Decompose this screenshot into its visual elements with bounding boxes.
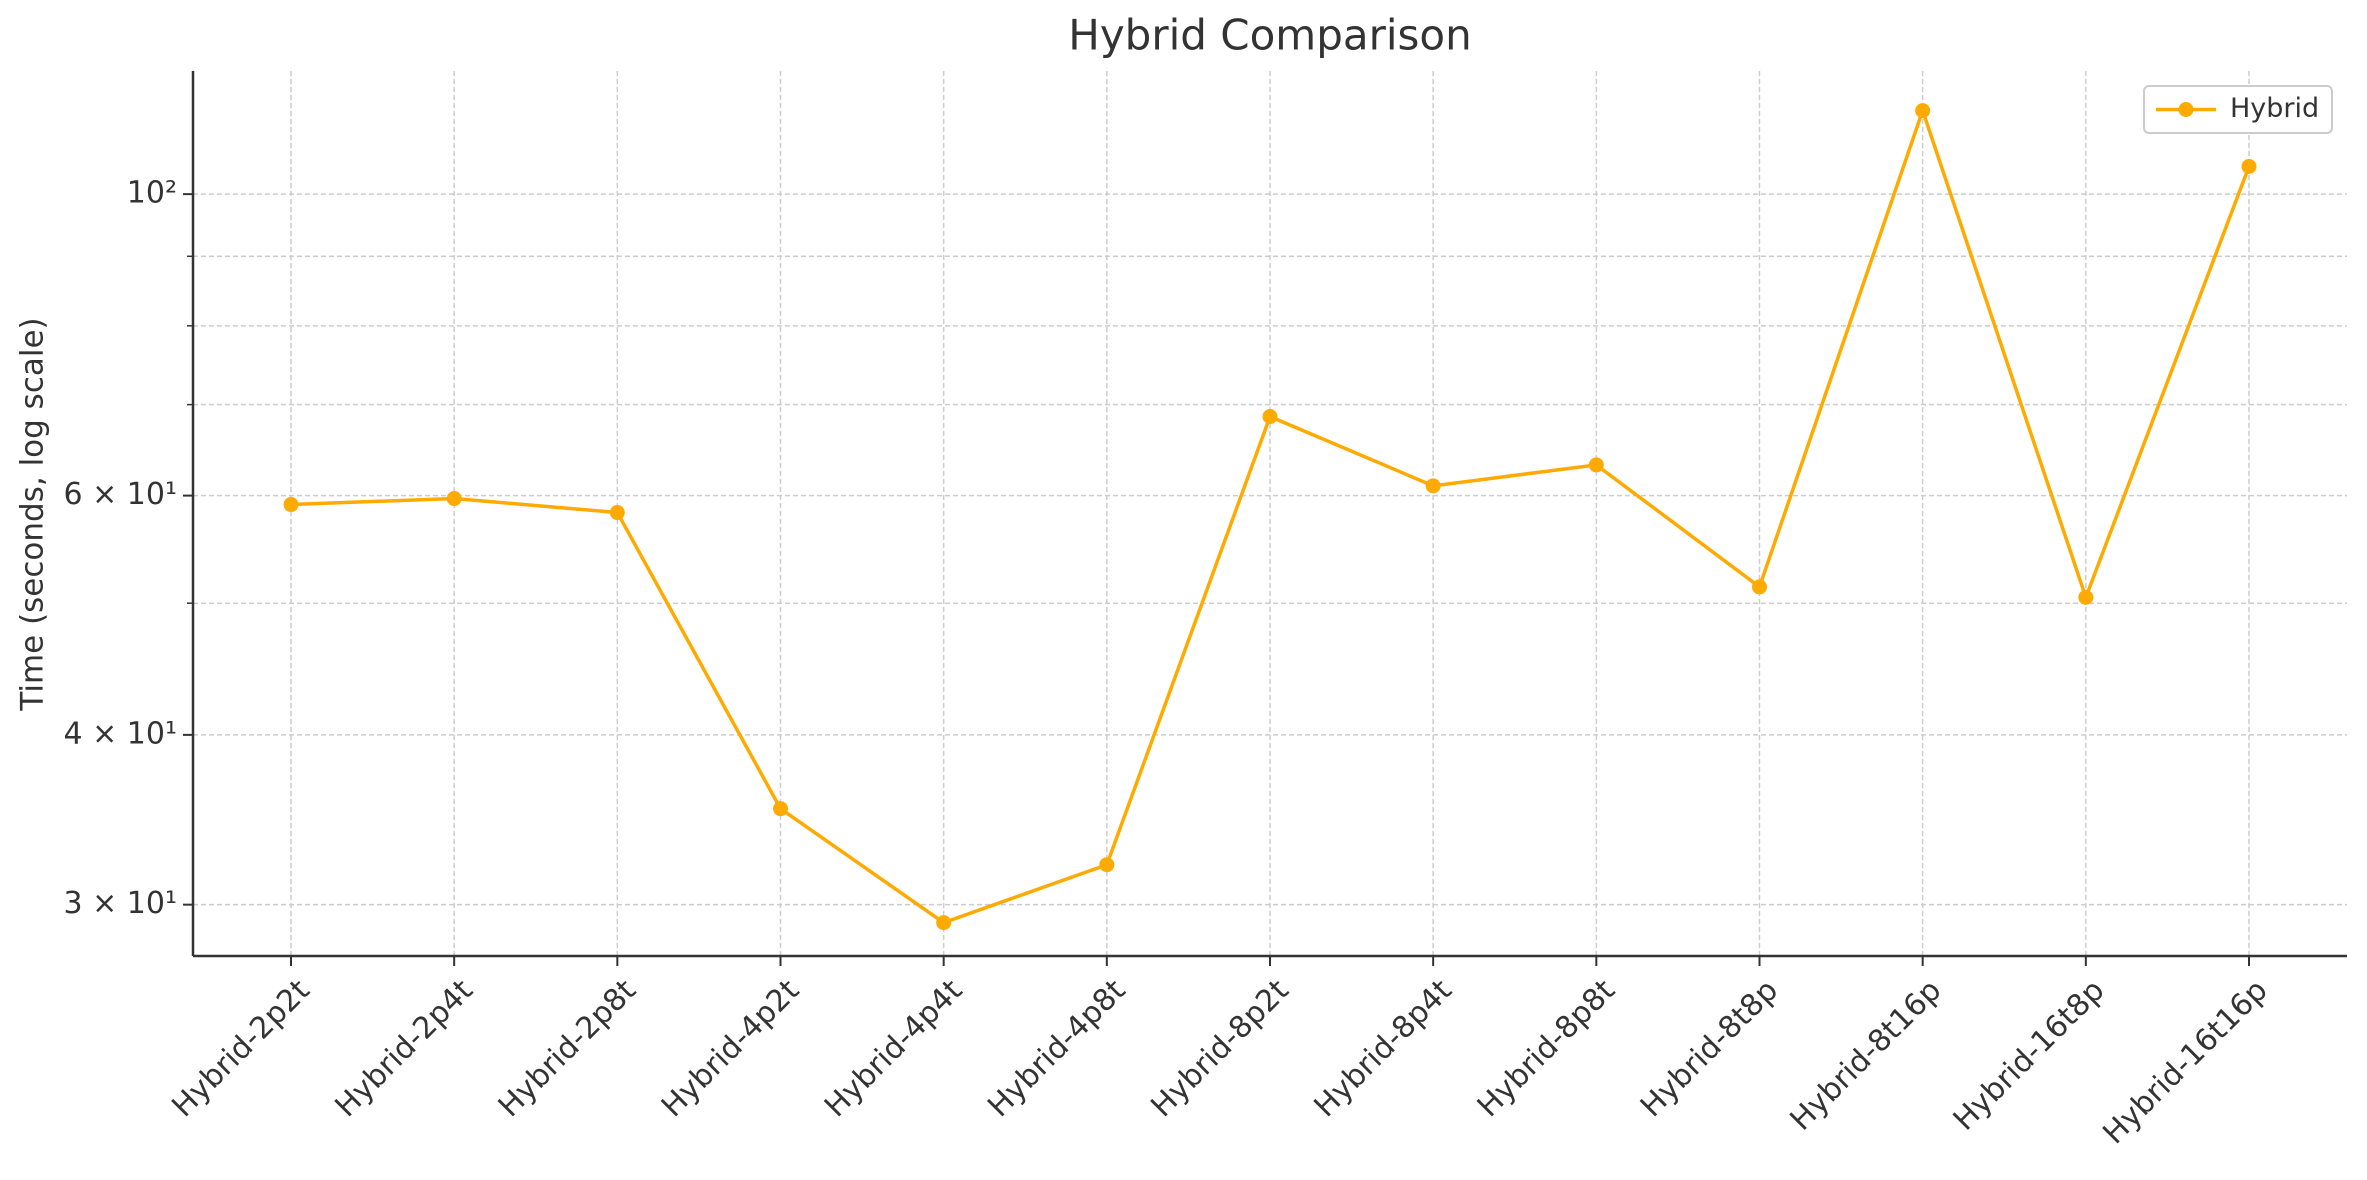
data-point (936, 915, 952, 931)
x-tick-label: Hybrid-8p2t (1144, 973, 1295, 1124)
chart-title: Hybrid Comparison (1068, 11, 1472, 60)
y-tick-label: 6 × 10¹ (64, 477, 178, 512)
legend-box (2143, 85, 2333, 134)
y-tick-label: 10² (127, 176, 177, 211)
x-tick-label: Hybrid-4p4t (818, 973, 969, 1124)
data-point (773, 801, 788, 817)
legend-label: Hybrid (2230, 93, 2319, 124)
x-tick-label: Hybrid-2p2t (165, 973, 316, 1124)
data-point (1588, 457, 1604, 473)
legend: Hybrid (2143, 85, 2333, 134)
data-point (1752, 579, 1767, 595)
x-tick-label: Hybrid-16t8p (1947, 973, 2112, 1138)
x-tick-label: Hybrid-16t16p (2096, 973, 2274, 1151)
data-point (446, 491, 462, 507)
data-point (2241, 158, 2257, 174)
x-tick-label: Hybrid-8t16p (1784, 973, 1949, 1138)
y-tick-label: 4 × 10¹ (64, 716, 178, 751)
data-point (2078, 589, 2094, 605)
data-point (1425, 478, 1441, 494)
data-point (609, 505, 625, 521)
x-tick-label: Hybrid-8p8t (1471, 973, 1622, 1124)
y-tick-label: 3 × 10¹ (64, 886, 178, 921)
x-tick-label: Hybrid-8t8p (1634, 973, 1785, 1124)
data-point (1262, 409, 1278, 425)
x-tick-label: Hybrid-4p8t (981, 973, 1132, 1124)
data-point (1099, 857, 1115, 873)
x-tick-label: Hybrid-2p4t (329, 973, 480, 1124)
x-tick-label: Hybrid-4p2t (655, 973, 806, 1124)
x-tick-label: Hybrid-2p8t (492, 973, 643, 1124)
y-axis-label: Time (seconds, log scale) (15, 317, 51, 711)
data-point (1915, 103, 1931, 119)
x-tick-label: Hybrid-8p4t (1308, 973, 1459, 1124)
legend-marker (2178, 102, 2194, 117)
data-point (283, 497, 299, 513)
